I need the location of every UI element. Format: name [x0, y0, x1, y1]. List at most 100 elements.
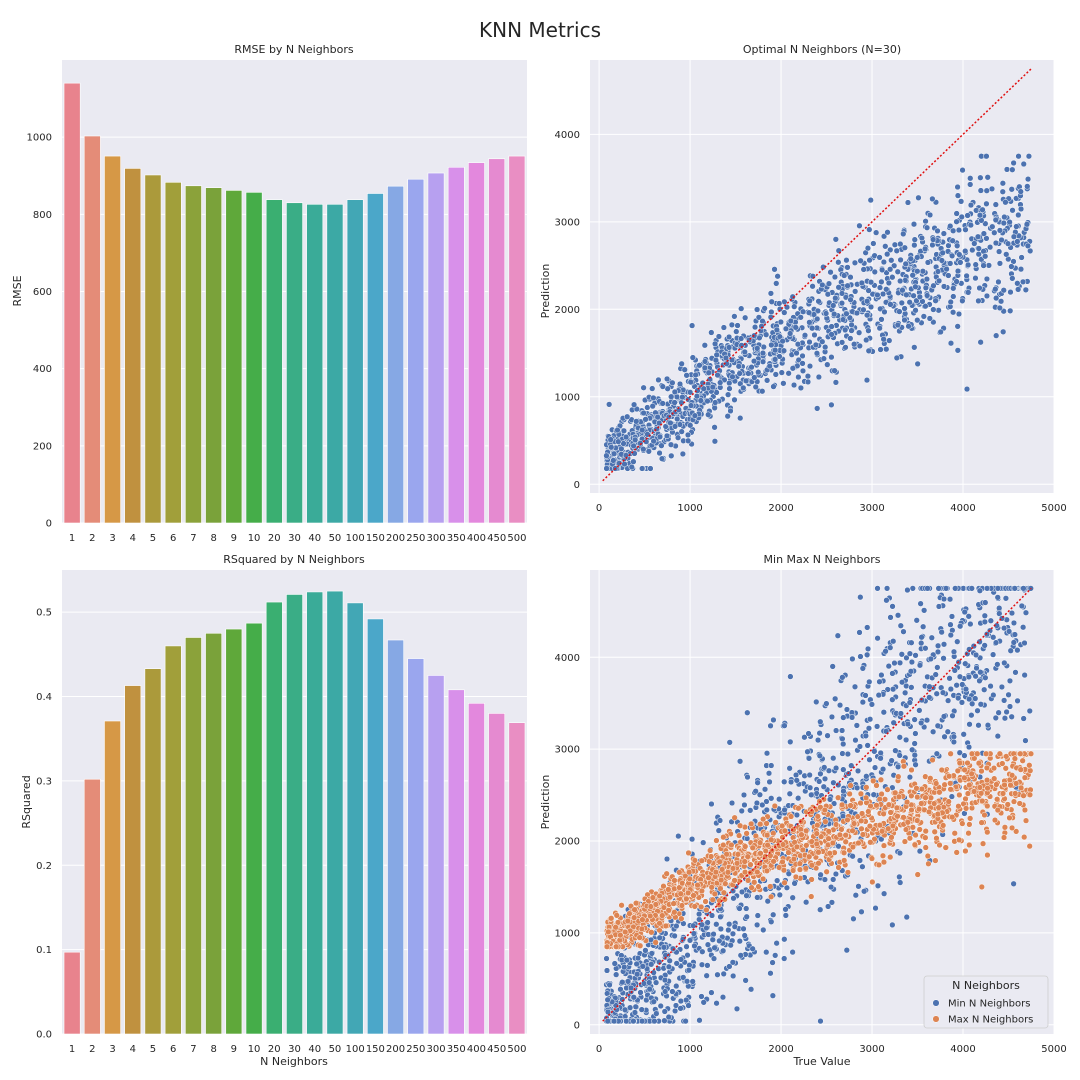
x-tick-label: 40 [308, 533, 321, 544]
scatter-point [918, 639, 925, 647]
scatter-point [909, 746, 916, 753]
scatter-point [950, 738, 958, 746]
x-tick-label: 8 [210, 533, 216, 544]
scatter-point [993, 332, 1000, 339]
scatter-point [962, 847, 969, 855]
bar-4 [124, 168, 142, 524]
scatter-point [932, 780, 940, 787]
scatter-point [669, 945, 677, 952]
scatter-point [916, 293, 924, 301]
scatter-point [656, 433, 664, 441]
scatter-point [806, 319, 813, 326]
scatter-point [952, 585, 959, 592]
scatter-point [880, 858, 888, 866]
x-tick-label: 3000 [859, 503, 884, 514]
scatter-point [918, 785, 926, 793]
scatter-point [633, 418, 640, 425]
scatter-point [872, 229, 880, 236]
scatter-point [736, 370, 743, 377]
scatter-point [874, 585, 881, 592]
scatter-point [757, 850, 764, 857]
scatter-point [993, 294, 1000, 302]
scatter-point [966, 781, 973, 789]
scatter-point [715, 827, 722, 834]
scatter-point [815, 373, 823, 381]
scatter-point [990, 764, 998, 772]
scatter-point [825, 280, 833, 287]
scatter-point [859, 665, 866, 672]
scatter-point [942, 585, 950, 592]
scatter-point [687, 402, 695, 409]
scatter-point [978, 767, 985, 775]
scatter-point [674, 415, 681, 423]
scatter-point [984, 802, 991, 810]
scatter-point [618, 902, 625, 909]
scatter-point [898, 299, 905, 307]
scatter-point [977, 174, 984, 181]
scatter-point [924, 852, 931, 860]
scatter-point [748, 820, 755, 828]
scatter-point [996, 604, 1003, 612]
scatter-point [743, 913, 750, 920]
scatter-point [971, 240, 978, 247]
scatter-point [740, 384, 747, 392]
scatter-point [891, 262, 898, 269]
scatter-point [912, 652, 919, 659]
scatter-point [610, 1017, 618, 1025]
scatter-point [610, 457, 617, 464]
scatter-point [756, 839, 764, 846]
scatter-point [949, 309, 957, 316]
bar-9 [225, 190, 243, 524]
scatter-point [624, 413, 631, 420]
bar-350 [447, 166, 465, 524]
scatter-point [918, 634, 925, 641]
scatter-point [781, 298, 788, 305]
scatter-point [603, 452, 610, 459]
scatter-point [922, 218, 929, 225]
scatter-point [763, 832, 771, 839]
scatter-point [976, 212, 984, 219]
x-tick-label: 250 [406, 1044, 425, 1055]
scatter-point [821, 775, 829, 782]
scatter-point [856, 743, 864, 750]
scatter-point [847, 296, 854, 303]
scatter-point [771, 266, 778, 273]
scatter-point [649, 385, 656, 392]
legend-marker [932, 999, 940, 1007]
scatter-point [668, 452, 675, 460]
scatter-point [785, 370, 792, 377]
scatter-point [636, 934, 643, 941]
scatter-point [960, 731, 967, 738]
scatter-point [1021, 639, 1028, 647]
scatter-point [781, 309, 788, 316]
scatter-point [1008, 713, 1015, 720]
x-tick-label: 2 [89, 1044, 95, 1055]
scatter-point [981, 811, 988, 819]
scatter-point [935, 585, 942, 592]
bar-6 [164, 645, 182, 1035]
scatter-point [972, 651, 980, 659]
scatter-point [955, 226, 963, 234]
scatter-point [953, 849, 960, 856]
scatter-point [660, 904, 668, 911]
x-tick-label: 8 [210, 1044, 216, 1055]
scatter-point [966, 646, 973, 653]
scatter-point [730, 972, 737, 980]
scatter-point [996, 750, 1003, 757]
scatter-point [679, 393, 686, 401]
scatter-point [724, 413, 731, 420]
scatter-point [704, 919, 711, 926]
scatter-point [767, 893, 775, 900]
scatter-point [772, 347, 779, 354]
scatter-point [656, 892, 663, 900]
scatter-point [685, 849, 692, 857]
scatter-point [691, 412, 699, 419]
scatter-point [1006, 218, 1013, 226]
scatter-point [875, 861, 883, 869]
scatter-point [922, 844, 929, 851]
scatter-point [998, 683, 1006, 691]
scatter-point [792, 771, 800, 779]
scatter-point [747, 807, 754, 814]
scatter-point [950, 733, 958, 740]
scatter-point [927, 794, 935, 801]
